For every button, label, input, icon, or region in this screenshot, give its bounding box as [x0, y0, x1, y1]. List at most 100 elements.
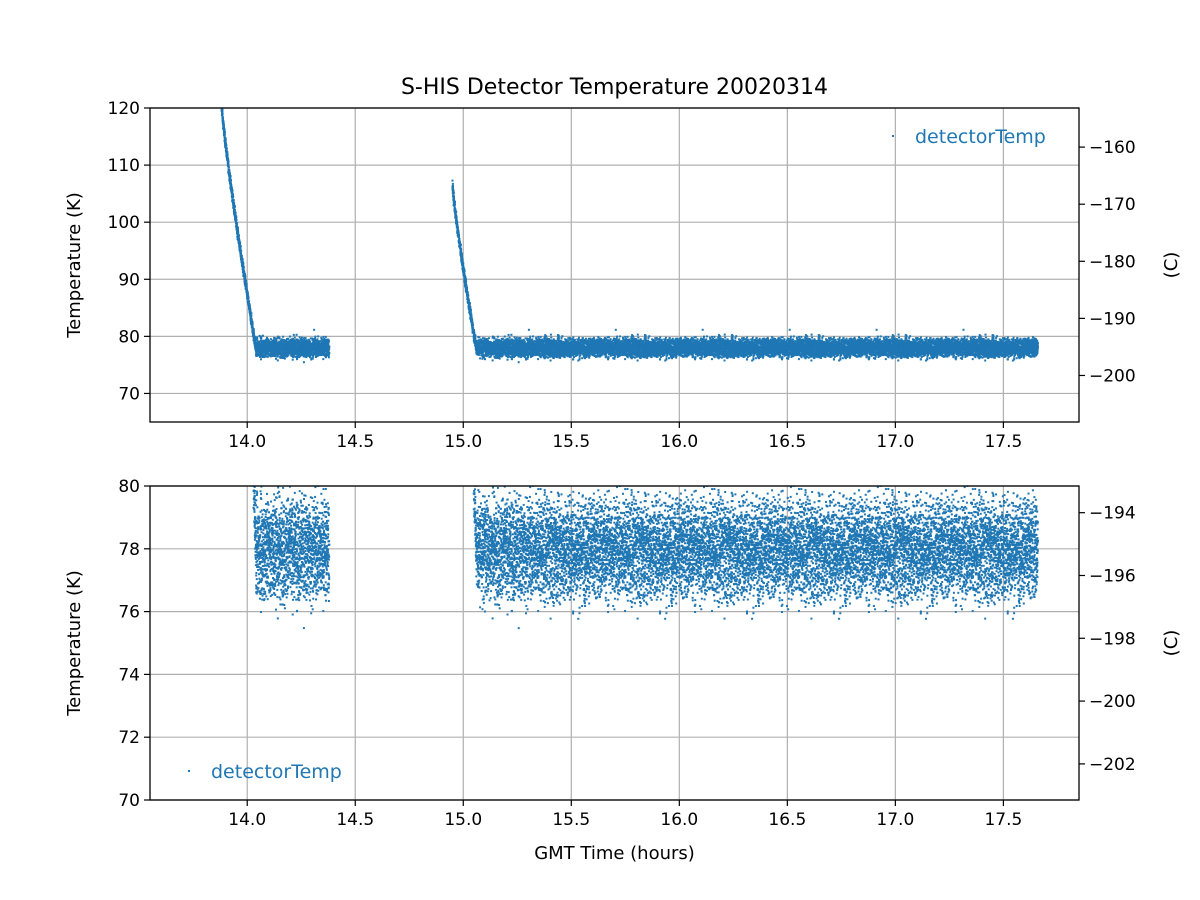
data-point — [300, 351, 303, 353]
data-point — [292, 333, 295, 336]
data-point — [303, 340, 305, 343]
data-point — [224, 138, 227, 141]
data-point — [310, 352, 312, 355]
data-point — [229, 176, 232, 179]
data-point — [298, 341, 300, 343]
data-point — [257, 343, 260, 346]
data-point — [325, 339, 328, 342]
data-point — [239, 243, 241, 246]
data-point — [273, 344, 276, 347]
data-point — [452, 187, 454, 189]
data-point — [301, 338, 304, 341]
data-point — [471, 319, 474, 322]
data-point — [227, 158, 230, 161]
data-point — [239, 248, 242, 251]
data-point — [463, 269, 466, 272]
data-point — [527, 328, 530, 331]
data-point — [299, 355, 302, 357]
data-point — [237, 234, 240, 237]
data-point — [324, 352, 327, 355]
data-point — [324, 335, 327, 338]
data-point — [310, 358, 313, 361]
data-point — [316, 338, 319, 341]
data-point — [244, 278, 247, 281]
data-point — [221, 108, 224, 111]
data-point — [461, 258, 464, 261]
data-point — [266, 339, 269, 342]
data-point — [528, 337, 531, 340]
data-point — [302, 344, 305, 347]
data-point — [458, 237, 461, 240]
data-point — [226, 155, 229, 158]
data-point — [458, 240, 461, 243]
data-point — [255, 351, 258, 354]
data-point — [463, 268, 466, 271]
data-point — [289, 338, 292, 341]
data-point — [238, 239, 241, 242]
data-point — [314, 335, 317, 338]
data-point — [465, 280, 468, 283]
data-point — [475, 351, 478, 354]
data-point — [327, 349, 330, 352]
data-point — [231, 191, 234, 193]
data-point — [470, 312, 473, 315]
data-point — [308, 353, 310, 356]
data-point — [247, 295, 250, 298]
data-point — [230, 187, 233, 190]
data-point — [312, 338, 315, 341]
data-point — [460, 249, 463, 252]
data-point — [245, 282, 248, 285]
data-point — [287, 337, 290, 340]
data-point — [469, 310, 472, 313]
data-point — [230, 183, 233, 186]
data-point — [468, 302, 471, 305]
data-point — [222, 123, 225, 126]
data-point — [453, 195, 455, 198]
data-point — [316, 345, 319, 348]
data-point — [456, 223, 459, 226]
data-point — [306, 353, 309, 356]
data-point — [245, 285, 248, 288]
data-point — [491, 359, 494, 362]
data-point — [229, 175, 232, 177]
data-point — [267, 352, 270, 354]
data-point — [232, 195, 235, 198]
data-point — [240, 249, 243, 252]
data-point — [267, 348, 270, 351]
data-point — [319, 340, 322, 343]
data-point — [293, 353, 295, 355]
data-point — [278, 351, 281, 354]
data-point — [457, 235, 460, 238]
data-point — [247, 292, 249, 295]
data-point — [267, 338, 270, 341]
data-point — [252, 327, 255, 330]
data-point — [309, 356, 311, 359]
data-point — [322, 358, 325, 361]
data-point — [452, 189, 455, 192]
data-point — [275, 339, 278, 342]
data-point — [235, 219, 238, 222]
data-point — [233, 205, 236, 208]
data-point — [275, 337, 278, 340]
data-point — [461, 260, 464, 263]
data-point — [484, 358, 486, 361]
data-point — [468, 299, 470, 302]
data-point — [245, 288, 248, 291]
data-point — [463, 273, 466, 276]
data-point — [311, 350, 314, 353]
data-point — [282, 335, 285, 338]
data-point — [220, 104, 222, 106]
data-point — [287, 353, 289, 356]
data-point — [467, 293, 469, 296]
data-point — [303, 337, 306, 340]
data-point — [304, 337, 307, 340]
data-point — [327, 341, 330, 344]
data-point — [268, 341, 271, 344]
data-point — [266, 355, 269, 358]
data-point — [293, 355, 296, 358]
data-point — [247, 297, 250, 299]
data-point — [328, 351, 331, 354]
data-point — [246, 291, 249, 294]
data-point — [313, 339, 316, 342]
data-point — [299, 348, 302, 351]
